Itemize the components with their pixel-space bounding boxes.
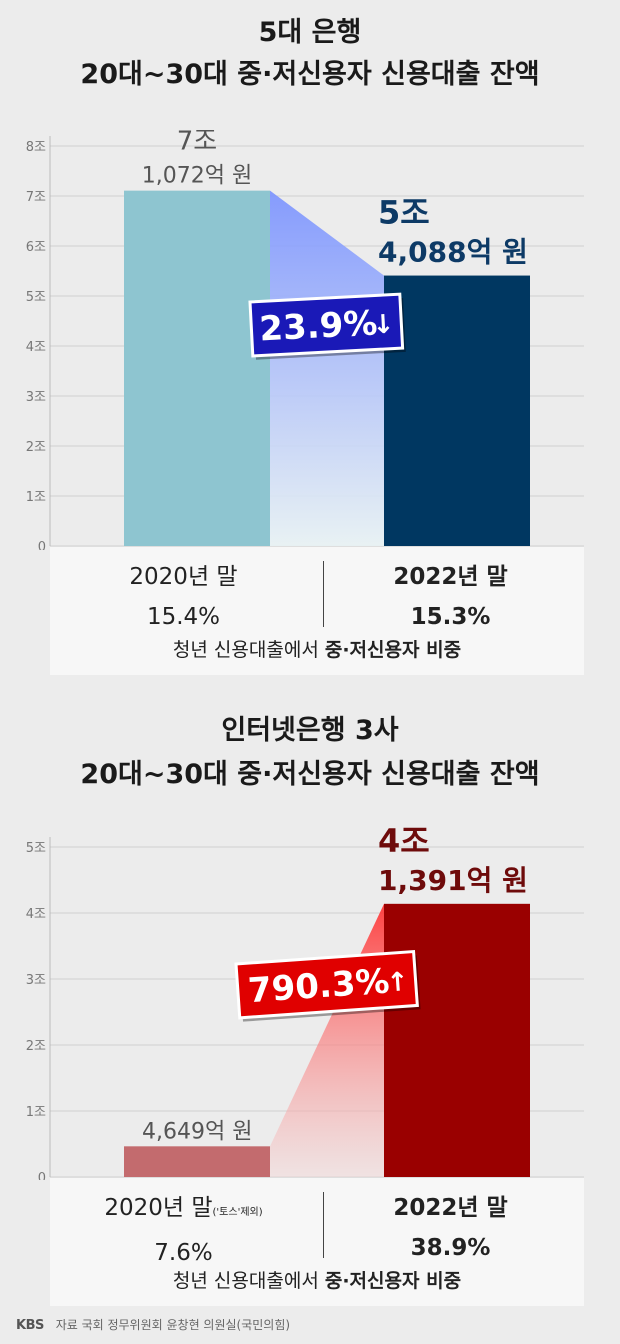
chart1-subtitle: 20대~30대 중·저신용자 신용대출 잔액 bbox=[80, 59, 540, 90]
chart2-ytick: 4조 bbox=[26, 907, 46, 922]
chart1-share-2022: 15.3% bbox=[410, 604, 491, 630]
chart1-title: 5대 은행 bbox=[258, 17, 362, 48]
chart1-divider bbox=[323, 561, 324, 627]
chart1-share-2020: 15.4% bbox=[146, 604, 221, 630]
chart1-badge-box bbox=[248, 292, 405, 358]
chart1-change-label: 23.9% bbox=[258, 303, 378, 349]
chart2-category-2020: 2020년 말 bbox=[104, 1195, 213, 1221]
chart2-change-label: 790.3% bbox=[247, 961, 391, 1011]
chart1-plot: 8조 7조 6조 5조 4조 3조 2조 1조 0 7조 1,072억 원 5조 4,088억 원 23.… bbox=[26, 130, 584, 550]
chart1-label-2020: 1,072억 원 bbox=[142, 164, 252, 189]
chart2-label-2020: 4,649억 원 bbox=[142, 1119, 252, 1144]
chart2-share-2022: 38.9% bbox=[410, 1235, 491, 1261]
chart1-ytick: 0 bbox=[38, 540, 46, 550]
chart2-category-2022: 2022년 말 bbox=[393, 1195, 508, 1221]
chart1-caption-text: 청년 신용대출에서 bbox=[172, 639, 319, 661]
chart2-share-caption: 청년 신용대출에서 중·저신용자 비중 bbox=[50, 1266, 584, 1293]
chart2-category-2020-wrap: 2020년 말('토스'제외) bbox=[50, 1188, 317, 1233]
chart2-subtitle: 20대~30대 중·저신용자 신용대출 잔액 bbox=[80, 759, 540, 790]
chart1-arrow-icon: ↓ bbox=[372, 310, 395, 341]
footer: KBS 자료 국회 정무위원회 윤창현 의원실(국민의힘) bbox=[16, 1316, 290, 1333]
chart2-ytick: 2조 bbox=[26, 1039, 46, 1054]
footer-source: 자료 국회 정무위원회 윤창현 의원실(국민의힘) bbox=[55, 1318, 291, 1332]
chart2-change-connector bbox=[270, 903, 384, 1177]
chart1-share-caption: 청년 신용대출에서 중·저신용자 비중 bbox=[50, 635, 584, 662]
chart2-title: 인터넷은행 3사 bbox=[221, 715, 399, 746]
chart2-ytick: 0 bbox=[38, 1171, 46, 1180]
chart1-ytick: 6조 bbox=[26, 240, 46, 255]
chart1-change-badge: 23.9%↓ bbox=[248, 292, 406, 360]
chart1-label-2022: 4,088억 원 bbox=[378, 236, 528, 269]
chart1-ytick: 1조 bbox=[26, 490, 46, 505]
chart1-ytick: 2조 bbox=[26, 440, 46, 455]
chart2-ytick: 1조 bbox=[26, 1105, 46, 1120]
chart1-share-panel: 2020년 말 15.4% 2022년 말 15.3% 청년 신용대출에서 중·… bbox=[50, 547, 584, 675]
chart1-change-connector bbox=[270, 190, 384, 546]
chart1-category-2022: 2022년 말 bbox=[393, 564, 508, 590]
chart2-badge-box bbox=[234, 949, 419, 1020]
kbs-logo: KBS bbox=[16, 1318, 44, 1333]
chart2-change-badge: 790.3%↑ bbox=[234, 949, 421, 1022]
chart2-caption-text: 청년 신용대출에서 bbox=[172, 1270, 319, 1292]
chart2-ytick: 3조 bbox=[26, 973, 46, 988]
chart2-category-note: ('토스'제외) bbox=[212, 1207, 263, 1218]
chart1-share-left: 2020년 말 15.4% bbox=[50, 557, 317, 637]
chart1-ytick: 7조 bbox=[26, 190, 46, 205]
chart2-plot: 5조 4조 3조 2조 1조 0 4,649억 원 4조 1,391억 원 790.3%↑ bbox=[26, 822, 584, 1180]
chart1-ytick: 5조 bbox=[26, 290, 46, 305]
chart2-label-2022: 1,391억 원 bbox=[378, 864, 528, 897]
chart2-caption-bold: 중·저신용자 비중 bbox=[324, 1270, 462, 1292]
chart2-bar-2022 bbox=[384, 903, 530, 1177]
chart2-label-2022: 4조 bbox=[378, 822, 430, 860]
chart2-ytick: 5조 bbox=[26, 841, 46, 856]
chart2-share-2020: 7.6% bbox=[154, 1240, 213, 1266]
chart2-divider bbox=[323, 1192, 324, 1258]
chart1-caption-bold: 중·저신용자 비중 bbox=[324, 639, 462, 661]
chart1-ytick: 8조 bbox=[26, 140, 46, 155]
chart2-bar-2020 bbox=[124, 1146, 270, 1177]
chart1-share-right: 2022년 말 15.3% bbox=[317, 557, 584, 637]
chart1-ytick: 3조 bbox=[26, 390, 46, 405]
chart2-share-panel: 2020년 말('토스'제외) 7.6% 2022년 말 38.9% 청년 신용… bbox=[50, 1178, 584, 1306]
chart1-bar-2020 bbox=[124, 190, 270, 546]
chart2-share-left: 2020년 말('토스'제외) 7.6% bbox=[50, 1188, 317, 1273]
chart1-label-2020: 7조 bbox=[177, 130, 217, 157]
chart1-label-2022: 5조 bbox=[378, 194, 430, 232]
chart2-arrow-icon: ↑ bbox=[386, 967, 410, 998]
chart1-ytick: 4조 bbox=[26, 340, 46, 355]
chart2-share-right: 2022년 말 38.9% bbox=[317, 1188, 584, 1268]
chart1-bar-2022 bbox=[384, 275, 530, 546]
chart1-category-2020: 2020년 말 bbox=[129, 564, 238, 590]
